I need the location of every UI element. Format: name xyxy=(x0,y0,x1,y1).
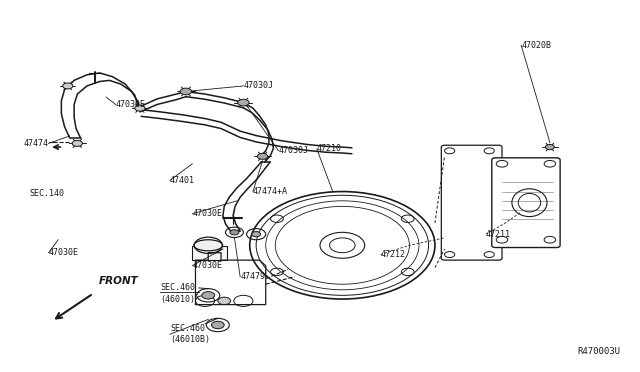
Text: 47474: 47474 xyxy=(24,139,49,148)
Text: 47020B: 47020B xyxy=(521,41,551,50)
Circle shape xyxy=(230,230,239,235)
Circle shape xyxy=(257,153,268,159)
Circle shape xyxy=(72,140,83,146)
Text: 47030J: 47030J xyxy=(278,146,308,155)
Text: (46010B): (46010B) xyxy=(170,335,210,344)
Circle shape xyxy=(202,292,214,299)
FancyBboxPatch shape xyxy=(492,158,560,247)
Text: 47479: 47479 xyxy=(240,272,265,281)
Circle shape xyxy=(545,144,554,150)
Text: 47030E: 47030E xyxy=(192,209,222,218)
Circle shape xyxy=(252,232,260,237)
Text: SEC.460: SEC.460 xyxy=(170,324,205,333)
Circle shape xyxy=(218,297,230,305)
Circle shape xyxy=(180,88,191,95)
Circle shape xyxy=(135,105,145,111)
Text: 47030E: 47030E xyxy=(192,261,222,270)
Text: FRONT: FRONT xyxy=(99,276,138,286)
FancyBboxPatch shape xyxy=(442,145,502,260)
Ellipse shape xyxy=(194,240,223,251)
Text: 47211: 47211 xyxy=(486,230,511,239)
Text: 47030E: 47030E xyxy=(49,248,79,257)
Text: (46010): (46010) xyxy=(161,295,195,304)
Text: 47401: 47401 xyxy=(170,176,195,185)
FancyBboxPatch shape xyxy=(192,246,227,260)
Circle shape xyxy=(237,99,249,106)
Text: R470003U: R470003U xyxy=(577,347,620,356)
Text: 47474+A: 47474+A xyxy=(253,187,288,196)
Text: 47212: 47212 xyxy=(381,250,406,259)
Text: SEC.140: SEC.140 xyxy=(29,189,65,198)
Text: SEC.460: SEC.460 xyxy=(161,283,195,292)
Text: 47030J: 47030J xyxy=(243,81,273,90)
Circle shape xyxy=(63,83,73,89)
Text: 47030E: 47030E xyxy=(116,100,146,109)
Text: 47210: 47210 xyxy=(317,144,342,153)
Circle shape xyxy=(211,321,224,329)
